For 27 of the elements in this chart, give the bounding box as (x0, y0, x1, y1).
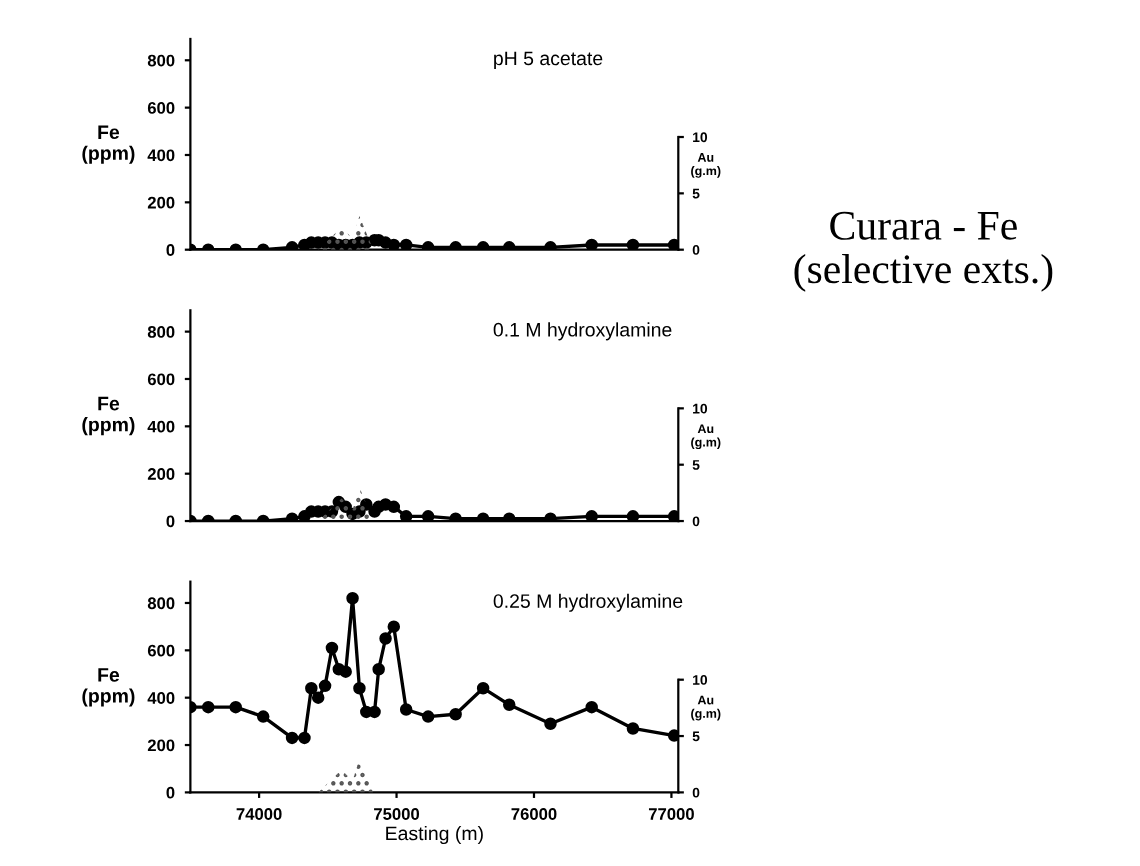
y-axis-title: Fe (ppm) (82, 396, 135, 436)
y-tick-label: 600 (147, 644, 175, 657)
y-tick-label: 400 (147, 149, 175, 162)
text: pH 5 acetate (494, 51, 603, 70)
y-tick-label: 0 (166, 515, 175, 528)
x-tick-label: 77000 (648, 808, 694, 820)
y-tick-label: 200 (147, 196, 175, 209)
text: Curara - Fe (selective exts.) (794, 211, 1053, 292)
y-tick-label: 0 (166, 244, 175, 256)
x-tick-label: 74000 (236, 808, 282, 820)
y-tick-label: 800 (147, 326, 175, 338)
y-tick-label: 200 (147, 468, 175, 480)
x-axis-title: Easting (m) (386, 825, 483, 845)
text: 0.1 M hydroxylamine (493, 322, 672, 341)
y-tick-label: 0 (166, 786, 175, 799)
y-axis-title: Fe (ppm) (82, 125, 135, 164)
y-axis-title: Fe (ppm) (82, 668, 135, 707)
y-tick-label: 200 (147, 739, 175, 752)
y-tick-label: 400 (147, 420, 175, 433)
y-tick-label: 600 (147, 373, 175, 386)
x-tick-label: 75000 (374, 808, 420, 820)
x-tick-label: 76000 (511, 808, 557, 820)
y-tick-label: 400 (147, 692, 175, 704)
y-tick-label: 800 (147, 54, 175, 67)
y-tick-label: 600 (147, 102, 175, 114)
text: 0.25 M hydroxylamine (493, 593, 683, 612)
y-tick-label: 800 (147, 597, 175, 610)
